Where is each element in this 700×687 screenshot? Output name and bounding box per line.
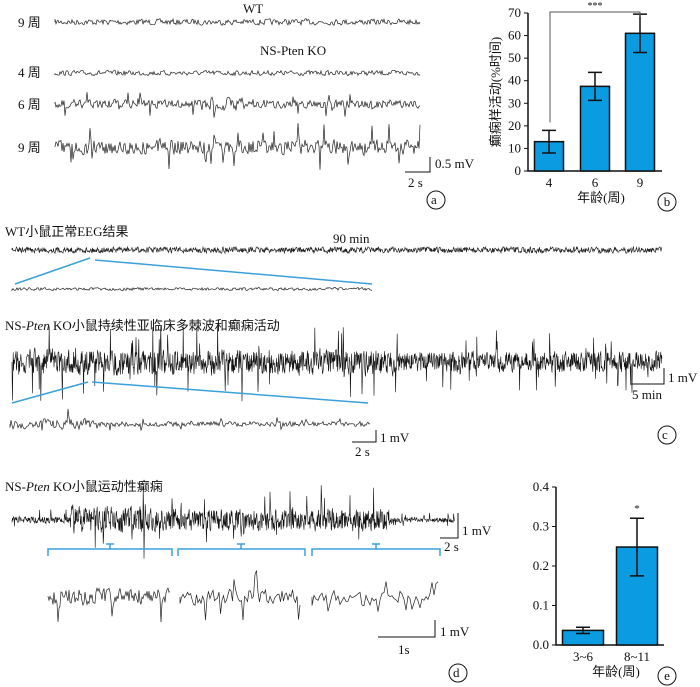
- eeg-trace-ko-expanded: [9, 408, 371, 432]
- x-axis-label: 年龄(周): [592, 664, 640, 679]
- eeg-trace-segment-1: [47, 587, 171, 623]
- eeg-trace-wt-9w: [54, 17, 421, 27]
- scale-bar: [352, 430, 377, 443]
- x-tick-label: 8~11: [624, 649, 650, 664]
- panel-a: WT NS-Pten KO 9 周 4 周 6 周 9 周 0.5 mV 2 s…: [18, 1, 475, 210]
- y-tick-label: 40: [508, 73, 521, 88]
- x-tick-label: 4: [546, 175, 553, 190]
- eeg-trace-segment-3: [311, 581, 439, 612]
- panel-label-circle: [657, 192, 677, 212]
- scale-t: 2 s: [444, 539, 459, 554]
- panel-label: b: [664, 194, 671, 209]
- y-tick-label: 50: [508, 50, 521, 65]
- eeg-trace-ko-90min: [11, 324, 663, 402]
- eeg-trace-seizure: [11, 485, 456, 559]
- ko-title: NS-Pten KO: [260, 43, 326, 58]
- panel-label-circle: [657, 666, 677, 686]
- zoom-connector: [14, 257, 373, 285]
- y-tick-label: 0.0: [533, 637, 549, 652]
- scale-mv: 1 mV: [462, 523, 492, 538]
- error-bar: [630, 517, 644, 577]
- y-tick-label: 60: [508, 28, 521, 43]
- duration-label: 90 min: [333, 231, 370, 246]
- seizure-title: NS-Pten KO小鼠运动性癫痫: [5, 479, 163, 494]
- y-tick-label: 70: [508, 5, 521, 20]
- scale-bar: [440, 513, 459, 539]
- bar: [624, 32, 656, 172]
- significance-stars: ***: [588, 1, 603, 12]
- eeg-trace-ko-6w: [54, 92, 421, 118]
- scale-mv: 1 mV: [380, 430, 410, 445]
- panel-label: c: [662, 427, 668, 442]
- row-label-ko-6: 6 周: [18, 97, 41, 112]
- x-tick-label: 3~6: [573, 649, 594, 664]
- x-tick-label: 6: [592, 175, 599, 190]
- y-tick-label: 0.3: [533, 519, 549, 534]
- scale-bar: [630, 368, 665, 385]
- panel-label: a: [431, 192, 437, 207]
- panel-label-circle: [426, 190, 446, 210]
- panel-c: WT小鼠正常EEG结果 90 min NS-Pten KO小鼠持续性亚临床多棘波…: [5, 224, 698, 459]
- y-tick-label: 20: [508, 118, 521, 133]
- error-bar: [542, 129, 556, 154]
- eeg-trace-wt-90min: [11, 245, 663, 255]
- scale-bar: [405, 157, 431, 173]
- wt-eeg-title: WT小鼠正常EEG结果: [5, 224, 128, 239]
- panel-d: NS-Pten KO小鼠运动性癫痫 1 mV 2 s 1 mV 1s d: [5, 479, 492, 683]
- scale-t: 1s: [398, 642, 410, 657]
- y-tick-label: 0.1: [533, 598, 549, 613]
- row-label-ko-4: 4 周: [18, 65, 41, 80]
- scale-t: 5 min: [632, 387, 662, 402]
- zoom-connector: [11, 381, 369, 404]
- panel-label-circle: [448, 663, 468, 683]
- eeg-trace-ko-9w: [54, 123, 421, 170]
- panel-label-circle: [657, 425, 677, 445]
- y-tick-label: 0.4: [533, 479, 550, 494]
- scale-mv: 0.5 mV: [435, 156, 475, 171]
- y-axis-label: 癫痫样活动(%时间): [488, 37, 503, 148]
- y-tick-label: 10: [508, 140, 521, 155]
- row-label-ko-9: 9 周: [18, 140, 41, 155]
- x-tick-label: 9: [637, 175, 644, 190]
- significance-star: *: [634, 503, 640, 515]
- error-bar: [576, 626, 590, 635]
- scale-bar: [378, 620, 436, 638]
- chart-b: 0 10 20 30 40 50 60 70 4 6 9 年龄(周) 癫痫样活动(%时间) b ***: [488, 1, 677, 212]
- y-tick-label: 0.2: [533, 558, 549, 573]
- eeg-trace-wt-expanded: [11, 286, 373, 292]
- segment-brackets: [47, 543, 441, 556]
- significance-bracket: [549, 11, 641, 123]
- row-label-wt-9: 9 周: [18, 15, 41, 30]
- scale-mv: 1 mV: [668, 370, 698, 385]
- scale-mv: 1 mV: [440, 624, 470, 639]
- wt-title: WT: [243, 1, 263, 16]
- scale-t: 2 s: [355, 444, 370, 459]
- eeg-trace-ko-4w: [54, 69, 421, 77]
- scale-s: 2 s: [408, 175, 423, 190]
- y-tick-label: 30: [508, 95, 521, 110]
- panel-label: d: [453, 665, 460, 680]
- panel-label: e: [664, 668, 670, 683]
- error-bar: [588, 71, 602, 102]
- ko-eeg-title: NS-Pten KO小鼠持续性亚临床多棘波和癫痫活动: [5, 318, 280, 333]
- y-tick-label: 0: [515, 163, 522, 178]
- eeg-trace-segment-2: [179, 570, 301, 621]
- x-axis-label: 年龄(周): [577, 190, 625, 205]
